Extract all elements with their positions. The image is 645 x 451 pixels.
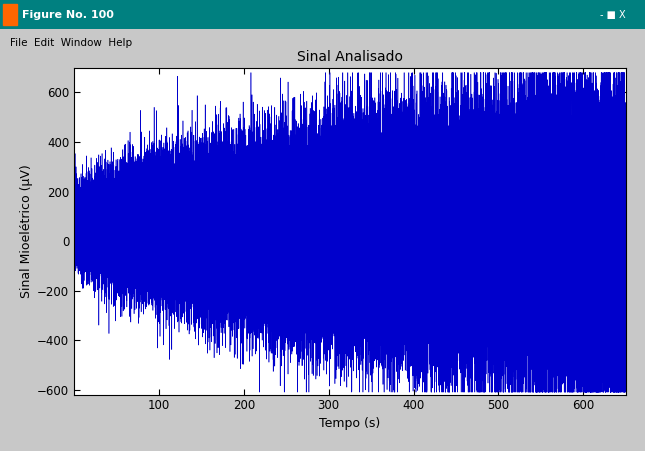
Bar bbox=[3, 5, 17, 25]
X-axis label: Tempo (s): Tempo (s) bbox=[319, 417, 381, 430]
Title: Sinal Analisado: Sinal Analisado bbox=[297, 50, 403, 64]
Text: Figure No. 100: Figure No. 100 bbox=[22, 9, 114, 20]
Text: File  Edit  Window  Help: File Edit Window Help bbox=[10, 38, 132, 48]
Y-axis label: Sinal Mioelétrico (µV): Sinal Mioelétrico (µV) bbox=[20, 164, 33, 298]
Text: - ■ X: - ■ X bbox=[600, 9, 626, 20]
